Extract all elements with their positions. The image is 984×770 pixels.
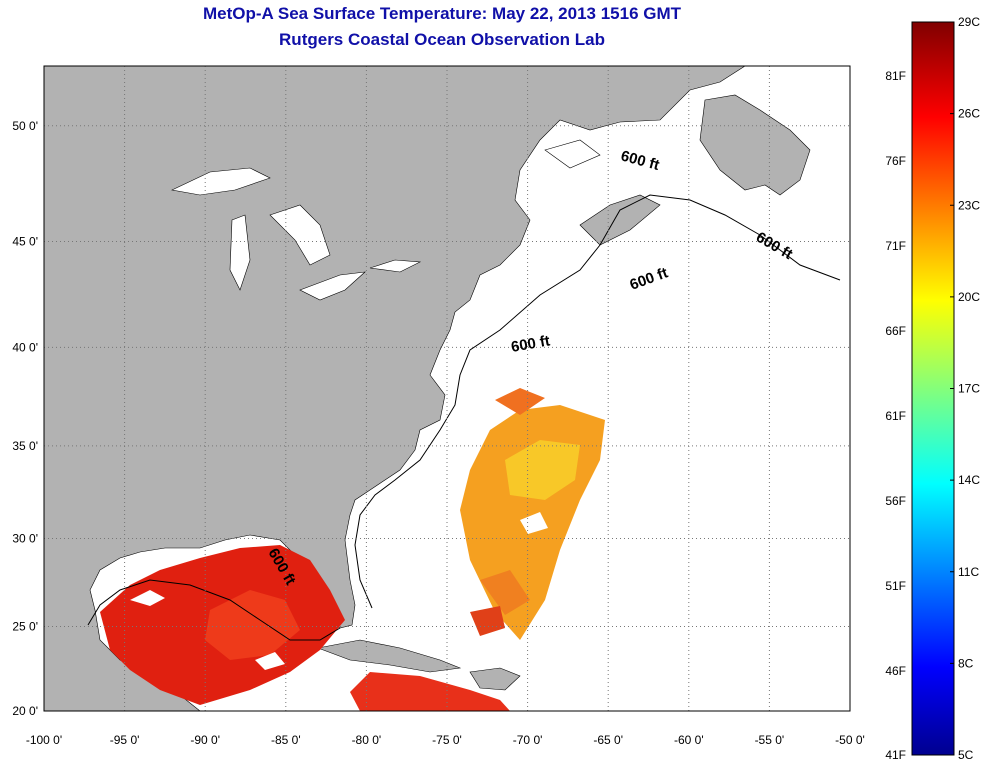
colorbar-fahrenheit-label: 56F xyxy=(885,494,906,508)
colorbar-celsius-label: 17C xyxy=(958,382,980,396)
lat-tick-label: 45 0' xyxy=(12,234,38,248)
lon-tick-label: -90 0' xyxy=(190,733,220,747)
lat-tick-label: 20 0' xyxy=(12,704,38,718)
colorbar-celsius-label: 20C xyxy=(958,290,980,304)
land-newfoundland xyxy=(699,94,811,196)
colorbar-fahrenheit-label: 81F xyxy=(885,69,906,83)
lat-tick-label: 40 0' xyxy=(12,340,38,354)
lat-tick-label: 30 0' xyxy=(12,531,38,545)
colorbar-celsius-label: 26C xyxy=(958,107,980,121)
colorbar-fahrenheit-label: 66F xyxy=(885,324,906,338)
lat-tick-label: 25 0' xyxy=(12,619,38,633)
colorbar-fahrenheit-label: 61F xyxy=(885,409,906,423)
colorbar-celsius-label: 23C xyxy=(958,198,980,212)
sst-patch-gulf-of-mexico xyxy=(100,545,345,705)
lon-tick-label: -70 0' xyxy=(513,733,543,747)
land-hispaniola xyxy=(469,667,521,691)
land-cuba xyxy=(316,639,462,673)
colorbar-celsius-label: 8C xyxy=(958,656,974,670)
map-subtitle: Rutgers Coastal Ocean Observation Lab xyxy=(279,30,605,49)
lon-tick-label: -80 0' xyxy=(352,733,382,747)
depth-label: 600 ft xyxy=(510,332,552,356)
lon-tick-label: -65 0' xyxy=(593,733,623,747)
colorbar-fahrenheit-label: 46F xyxy=(885,664,906,678)
colorbar xyxy=(911,21,955,756)
great-lakes xyxy=(171,139,601,301)
lon-tick-label: -95 0' xyxy=(110,733,140,747)
sst-patch-gulf-stream-east xyxy=(470,606,505,636)
colorbar-fahrenheit-label: 76F xyxy=(885,154,906,168)
colorbar-fahrenheit-label: 71F xyxy=(885,239,906,253)
lon-tick-label: -50 0' xyxy=(835,733,865,747)
sst-patch-sargasso xyxy=(460,388,605,640)
colorbar-celsius-label: 5C xyxy=(958,748,974,762)
sst-patch-caribbean xyxy=(350,672,510,711)
lon-tick-label: -100 0' xyxy=(26,733,62,747)
depth-contour-600ft-gulf xyxy=(87,579,341,641)
land-north-america xyxy=(44,66,746,711)
colorbar-fahrenheit-label: 41F xyxy=(885,748,906,762)
lat-tick-label: 50 0' xyxy=(12,119,38,133)
map-frame xyxy=(43,65,851,712)
lon-tick-label: -60 0' xyxy=(674,733,704,747)
lat-tick-label: 35 0' xyxy=(12,439,38,453)
lon-tick-label: -85 0' xyxy=(271,733,301,747)
colorbar-celsius-label: 11C xyxy=(958,565,979,579)
colorbar-fahrenheit-label: 51F xyxy=(885,579,906,593)
colorbar-celsius-label: 14C xyxy=(958,473,980,487)
lon-tick-label: -55 0' xyxy=(755,733,785,747)
depth-contour-600ft xyxy=(354,194,841,609)
lon-tick-label: -75 0' xyxy=(432,733,462,747)
map-title: MetOp-A Sea Surface Temperature: May 22,… xyxy=(202,4,682,23)
colorbar-celsius-label: 29C xyxy=(958,15,980,29)
